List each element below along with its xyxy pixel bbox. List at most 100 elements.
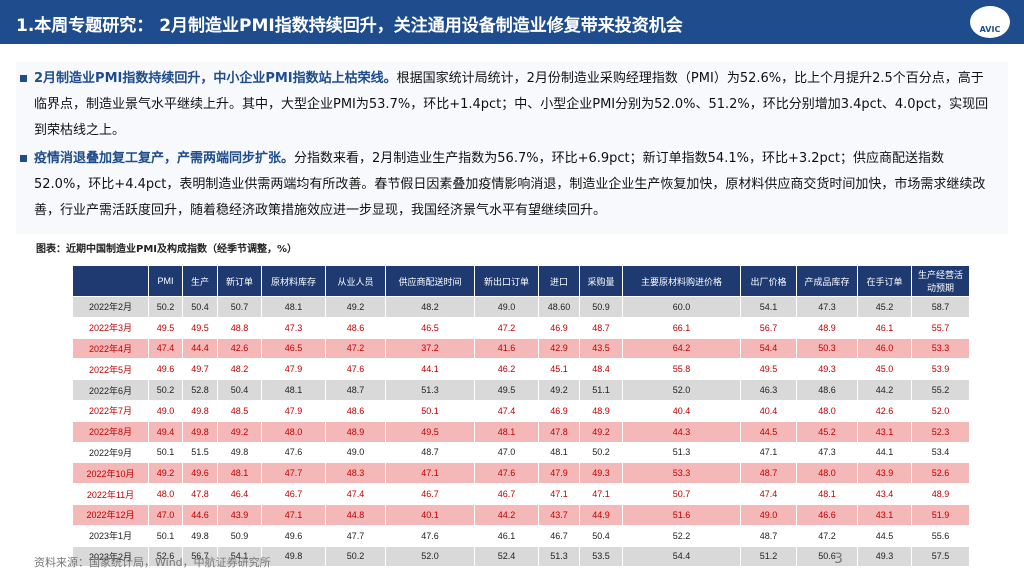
value-cell: 54.1 (740, 296, 797, 318)
header-cell: 原材料库存 (261, 265, 326, 297)
value-cell: 49.8 (182, 420, 218, 443)
bullet-lead: 2月制造业PMI指数持续回升，中小企业PMI指数站上枯荣线。 (34, 71, 397, 86)
summary-box (16, 62, 1008, 234)
value-cell: 51.3 (385, 379, 475, 401)
value-cell: 41.6 (474, 337, 539, 360)
table-row: 2023年1月 50.1 49.8 50.9 49.6 47.7 47.6 46.1 46.7 5… (72, 524, 970, 547)
month-cell: 2022年4月 (72, 337, 149, 360)
value-cell: 66.1 (622, 316, 741, 339)
table-row: 2022年9月 50.1 51.5 49.8 47.6 49.0 48.7 47.0 48.1 5… (72, 441, 970, 464)
value-cell: 48.2 (385, 296, 475, 318)
value-cell: 49.6 (148, 358, 183, 381)
value-cell: 44.2 (857, 379, 912, 401)
table-row: 2022年11月 48.0 47.8 46.4 46.7 47.4 46.7 46.7 47.1… (72, 483, 970, 505)
value-cell: 49.2 (325, 296, 386, 318)
value-cell: 47.1 (261, 503, 326, 526)
table-row: 2023年2月 52.6 56.7 54.1 49.8 50.2 52.0 52.4 51.3 5… (72, 545, 970, 568)
value-cell: 45.2 (857, 296, 912, 318)
value-cell: 48.1 (538, 441, 580, 464)
value-cell: 52.3 (911, 420, 970, 443)
value-cell: 49.8 (261, 545, 326, 568)
value-cell: 42.6 (857, 399, 912, 422)
value-cell: 47.9 (261, 358, 326, 381)
value-cell: 49.0 (474, 296, 539, 318)
value-cell: 49.6 (182, 462, 218, 485)
value-cell: 49.3 (579, 462, 623, 485)
value-cell: 50.7 (217, 296, 262, 318)
value-cell: 52.2 (622, 524, 741, 547)
page-number: 3 (834, 551, 843, 567)
value-cell: 55.6 (911, 524, 970, 547)
month-cell: 2022年2月 (72, 296, 149, 318)
value-cell: 49.6 (261, 524, 326, 547)
value-cell: 43.9 (857, 462, 912, 485)
value-cell: 49.7 (182, 358, 218, 381)
value-cell: 44.8 (325, 503, 386, 526)
header-cell: 主要原材料购进价格 (622, 265, 741, 297)
header-bar: 1.本周专题研究： 2月制造业PMI指数持续回升，关注通用设备制造业修复带来投资… (0, 0, 1024, 44)
value-cell: 48.7 (740, 524, 797, 547)
value-cell: 47.1 (740, 441, 797, 464)
value-cell: 43.5 (579, 337, 623, 360)
table-row: 2022年12月 47.0 44.6 43.9 47.1 44.8 40.1 44.2 43.7… (72, 503, 970, 526)
value-cell: 44.9 (579, 503, 623, 526)
month-cell: 2022年5月 (72, 358, 149, 381)
table-row: 2022年3月 49.5 49.5 48.8 47.3 48.6 46.5 47.2 46.9 4… (72, 316, 970, 339)
value-cell: 51.1 (579, 379, 623, 401)
header-cell: 采购量 (579, 265, 623, 297)
month-cell: 2022年3月 (72, 316, 149, 339)
value-cell: 50.2 (325, 545, 386, 568)
value-cell: 46.7 (474, 483, 539, 505)
value-cell: 50.2 (148, 296, 183, 318)
value-cell: 43.1 (857, 420, 912, 443)
value-cell: 43.1 (857, 503, 912, 526)
value-cell: 47.2 (796, 524, 858, 547)
value-cell: 50.4 (579, 524, 623, 547)
value-cell: 46.9 (538, 399, 580, 422)
value-cell: 48.0 (796, 462, 858, 485)
value-cell: 50.9 (579, 296, 623, 318)
value-cell: 48.1 (796, 483, 858, 505)
value-cell: 40.1 (385, 503, 475, 526)
value-cell: 44.2 (474, 503, 539, 526)
header-cell: 进口 (538, 265, 580, 297)
value-cell: 48.1 (474, 420, 539, 443)
bullet-lead: 疫情消退叠加复工复产，产需两端同步扩张。 (34, 151, 295, 166)
value-cell: 58.7 (911, 296, 970, 318)
value-cell: 49.8 (182, 524, 218, 547)
value-cell: 49.0 (325, 441, 386, 464)
value-cell: 49.5 (740, 358, 797, 381)
header-cell: 新出口订单 (474, 265, 539, 297)
value-cell: 48.9 (911, 483, 970, 505)
value-cell: 46.7 (261, 483, 326, 505)
value-cell: 49.4 (148, 420, 183, 443)
value-cell: 45.1 (538, 358, 580, 381)
header-cell: 出厂价格 (740, 265, 797, 297)
value-cell: 52.4 (474, 545, 539, 568)
value-cell: 55.7 (911, 316, 970, 339)
value-cell: 40.4 (622, 399, 741, 422)
value-cell: 48.0 (261, 420, 326, 443)
value-cell: 46.5 (385, 316, 475, 339)
value-cell: 53.4 (911, 441, 970, 464)
source: 资料来源：国家统计局，Wind，中航证券研究所 (34, 556, 271, 569)
value-cell: 47.0 (148, 503, 183, 526)
value-cell: 43.4 (857, 483, 912, 505)
header-cell: 新订单 (217, 265, 262, 297)
value-cell: 53.5 (579, 545, 623, 568)
value-cell: 49.5 (385, 420, 475, 443)
value-cell: 49.5 (148, 316, 183, 339)
value-cell: 49.2 (538, 379, 580, 401)
value-cell: 49.2 (217, 420, 262, 443)
bullet: 2月制造业PMI指数持续回升，中小企业PMI指数站上枯荣线。根据国家统计局统计，… (20, 66, 994, 144)
value-cell: 50.4 (217, 379, 262, 401)
value-cell: 49.8 (182, 399, 218, 422)
value-cell: 49.5 (474, 379, 539, 401)
value-cell: 56.7 (740, 316, 797, 339)
value-cell: 51.3 (622, 441, 741, 464)
value-cell: 51.2 (740, 545, 797, 568)
value-cell: 53.9 (911, 358, 970, 381)
value-cell: 46.4 (217, 483, 262, 505)
table-row: 2022年8月 49.4 49.8 49.2 48.0 48.9 49.5 48.1 47.8 4… (72, 420, 970, 443)
